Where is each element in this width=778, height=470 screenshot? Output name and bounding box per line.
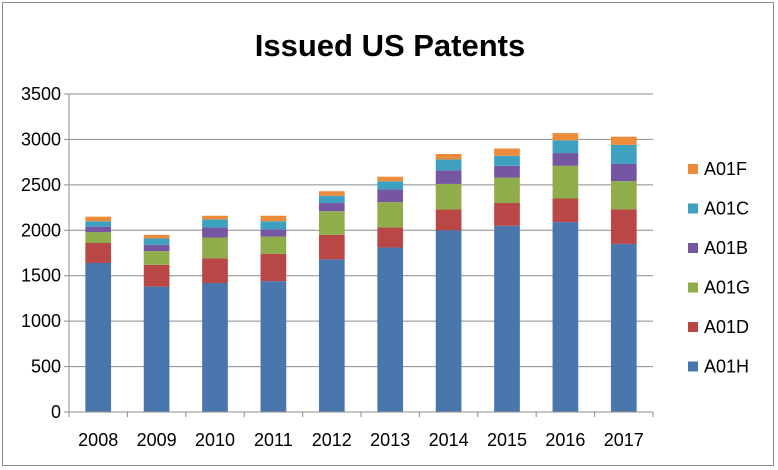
x-tick-label-2015: 2015: [487, 430, 527, 450]
bar-A01C-2014: [435, 159, 462, 171]
bar-A01C-2017: [610, 144, 637, 164]
bar-A01B-2010: [202, 227, 228, 238]
bar-A01B-2011: [260, 229, 287, 237]
bar-A01H-2013: [377, 247, 404, 412]
bar-A01D-2017: [610, 209, 637, 244]
axes: 0 500 1000 1500 2000 2500 3000 3500 2008 2009 2010…: [21, 84, 654, 450]
legend-label-A01C: A01C: [704, 199, 749, 219]
legend-label-A01D: A01D: [704, 317, 749, 337]
bar-A01F-2011: [260, 215, 287, 222]
bar-A01D-2011: [260, 253, 287, 282]
x-tick-label-2008: 2008: [78, 430, 118, 450]
x-tick-label-2013: 2013: [370, 430, 410, 450]
legend-label-A01H: A01H: [704, 357, 749, 377]
bar-A01H-2009: [143, 286, 170, 412]
y-tick-label-1500: 1500: [21, 266, 61, 286]
bar-A01G-2017: [610, 181, 637, 210]
bar-A01F-2017: [610, 136, 637, 145]
bar-A01C-2009: [143, 238, 170, 245]
y-tick-label-0: 0: [51, 402, 61, 422]
bar-A01D-2009: [143, 264, 170, 287]
y-tick-label-3500: 3500: [21, 84, 61, 104]
bar-A01B-2014: [435, 170, 462, 184]
bar-A01G-2016: [552, 165, 579, 199]
bar-A01C-2015: [494, 155, 520, 166]
legend-swatch-A01B: [688, 243, 698, 253]
bar-A01F-2008: [85, 216, 112, 222]
bar-A01G-2015: [494, 177, 520, 204]
bar-A01C-2010: [202, 219, 228, 228]
legend-swatch-A01F: [688, 164, 698, 174]
legend-swatch-A01H: [688, 361, 698, 372]
x-tick-label-2009: 2009: [137, 430, 177, 450]
bar-A01G-2011: [260, 236, 287, 254]
bar-A01F-2013: [377, 176, 404, 182]
bar-A01C-2013: [377, 181, 404, 190]
x-tick-label-2010: 2010: [195, 430, 235, 450]
bar-A01C-2008: [85, 221, 112, 227]
bar-A01C-2016: [552, 140, 579, 154]
legend: A01F A01C A01B A01G A01D A01H: [688, 159, 750, 377]
bar-A01G-2010: [202, 237, 228, 259]
legend-label-A01B: A01B: [704, 238, 748, 258]
bar-A01D-2013: [377, 227, 404, 248]
bar-A01F-2009: [143, 234, 170, 239]
bar-A01D-2012: [318, 234, 345, 260]
x-tick-label-2012: 2012: [312, 430, 352, 450]
bar-A01B-2008: [85, 226, 112, 233]
bar-A01F-2014: [435, 153, 462, 160]
bar-A01D-2010: [202, 258, 228, 283]
bar-A01C-2011: [260, 221, 287, 230]
bar-A01G-2012: [318, 211, 345, 235]
bar-A01F-2015: [494, 148, 520, 156]
bar-A01H-2012: [318, 259, 345, 412]
legend-label-A01G: A01G: [704, 278, 750, 298]
x-tick-label-2016: 2016: [545, 430, 585, 450]
x-tick-label-2011: 2011: [254, 430, 293, 450]
bar-A01H-2011: [260, 281, 287, 412]
bar-A01H-2010: [202, 282, 228, 412]
bar-A01D-2015: [494, 203, 520, 226]
bar-A01G-2009: [143, 251, 170, 265]
bar-A01H-2008: [85, 262, 112, 412]
legend-swatch-A01D: [688, 322, 698, 332]
bar-A01H-2017: [610, 243, 637, 412]
bar-A01B-2015: [494, 165, 520, 178]
bar-A01B-2012: [318, 203, 345, 212]
bar-A01G-2008: [85, 232, 112, 244]
bar-A01H-2016: [552, 222, 579, 412]
bar-A01F-2012: [318, 191, 345, 196]
y-tick-label-3000: 3000: [21, 129, 61, 149]
y-tick-label-2000: 2000: [21, 220, 61, 240]
bar-A01H-2015: [494, 225, 520, 412]
legend-swatch-A01G: [688, 282, 698, 293]
bar-A01G-2013: [377, 202, 404, 228]
y-tick-label-2500: 2500: [21, 175, 61, 195]
legend-label-A01F: A01F: [704, 159, 747, 179]
y-tick-label-1000: 1000: [21, 311, 61, 331]
bar-A01B-2009: [143, 244, 170, 252]
bar-A01G-2014: [435, 183, 462, 210]
bar-A01F-2010: [202, 215, 228, 220]
bar-A01D-2016: [552, 198, 579, 223]
bar-A01F-2016: [552, 133, 579, 141]
x-tick-label-2017: 2017: [604, 430, 644, 450]
legend-swatch-A01C: [688, 203, 698, 214]
bar-A01B-2013: [377, 189, 404, 203]
bar-A01B-2017: [610, 163, 637, 182]
x-tick-label-2014: 2014: [429, 430, 469, 450]
bar-A01H-2014: [435, 230, 462, 412]
bar-A01C-2012: [318, 195, 345, 204]
bar-A01B-2016: [552, 153, 579, 166]
bars: [85, 133, 637, 412]
bar-A01D-2014: [435, 209, 462, 231]
y-tick-label-500: 500: [31, 357, 61, 377]
bar-A01D-2008: [85, 243, 112, 263]
chart-title: Issued US Patents: [255, 28, 525, 63]
